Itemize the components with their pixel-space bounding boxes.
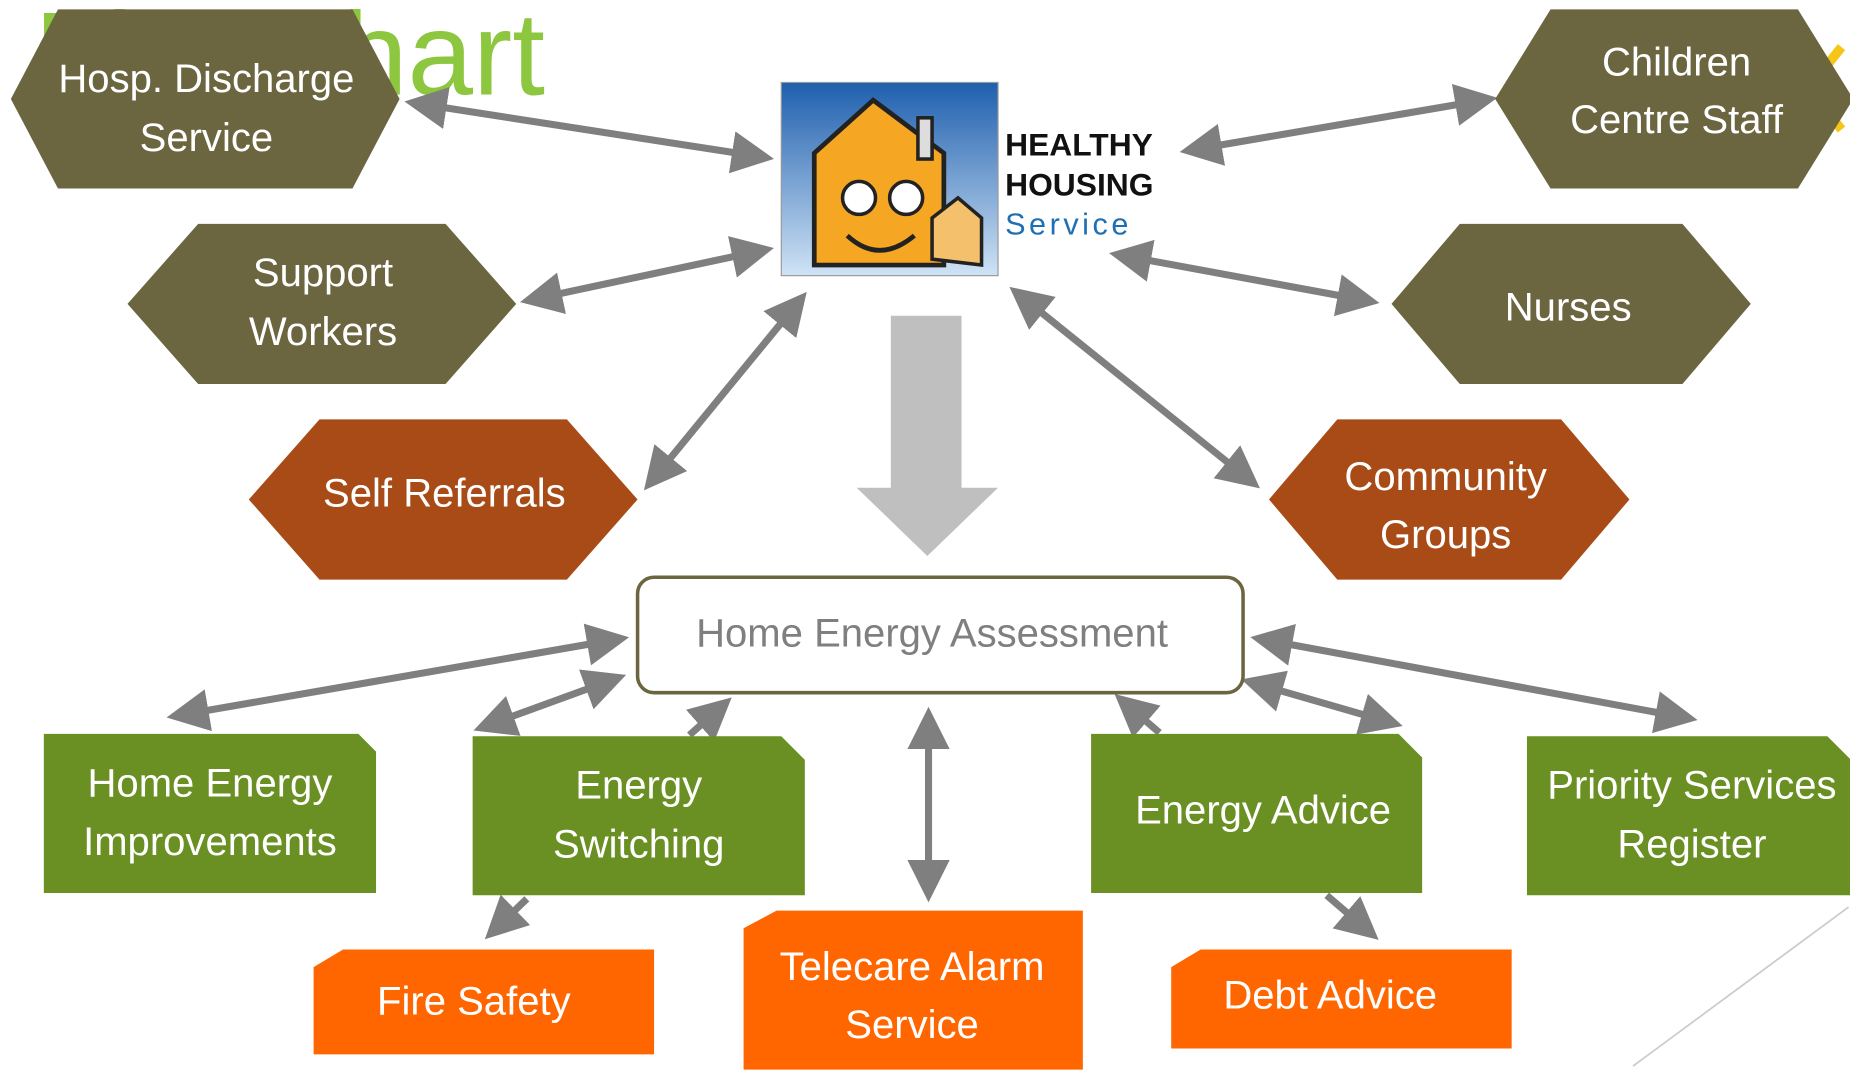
node-label: Home Energy [88, 761, 333, 805]
logo-eye [890, 181, 923, 214]
flow-arrow [857, 316, 998, 556]
arrow [1123, 256, 1366, 301]
page: {"title": "Flowchart", "logo": {"line1":… [0, 0, 1850, 1072]
assessment-label: Home Energy Assessment [696, 612, 1168, 656]
node-label: Centre Staff [1570, 98, 1784, 142]
arrow [495, 899, 527, 930]
logo: HEALTHY HOUSING Service [781, 82, 1153, 275]
node-label: Energy Advice [1135, 788, 1391, 832]
arrow [653, 303, 798, 480]
services: Home Energy Improvements Energy Switchin… [44, 734, 1850, 1070]
node-label: Service [845, 1003, 979, 1047]
logo-eye [843, 181, 876, 214]
arrow [487, 680, 613, 726]
node-label: Register [1617, 823, 1766, 867]
arrow [534, 251, 760, 299]
node-label: Nurses [1505, 285, 1632, 329]
logo-text: HOUSING [1005, 167, 1153, 203]
arrow [1125, 703, 1159, 732]
arrow [418, 104, 760, 157]
arrow [1194, 100, 1484, 149]
node-label: Debt Advice [1223, 973, 1437, 1017]
node-label: Hosp. Discharge [58, 57, 354, 101]
logo-text: HEALTHY [1005, 126, 1153, 162]
node-label: Energy [575, 764, 702, 808]
node-label: Switching [553, 823, 724, 867]
arrow [1020, 296, 1249, 480]
node-label: Fire Safety [377, 979, 571, 1023]
node-label: Improvements [83, 820, 337, 864]
diagram: Flowchart HEALTHY HOUSING Service [0, 0, 1850, 1072]
arrow [689, 707, 721, 735]
service-box [473, 736, 805, 895]
logo-chimney [918, 118, 932, 159]
service-box [44, 734, 376, 893]
node-label: Workers [249, 310, 397, 354]
node-label: Service [140, 116, 274, 160]
arrow [1327, 895, 1368, 930]
hexagon [127, 224, 516, 384]
node-label: Priority Services [1547, 764, 1836, 808]
decor-line [1633, 907, 1849, 1066]
node-label: Community [1344, 455, 1547, 499]
arrow [1255, 683, 1389, 722]
node-label: Support [253, 251, 393, 295]
service-box [1527, 736, 1850, 895]
node-label: Self Referrals [323, 472, 566, 516]
node-label: Children [1602, 40, 1751, 84]
node-label: Telecare Alarm [780, 945, 1045, 989]
logo-text: Service [1005, 207, 1132, 241]
node-label: Groups [1380, 513, 1511, 557]
